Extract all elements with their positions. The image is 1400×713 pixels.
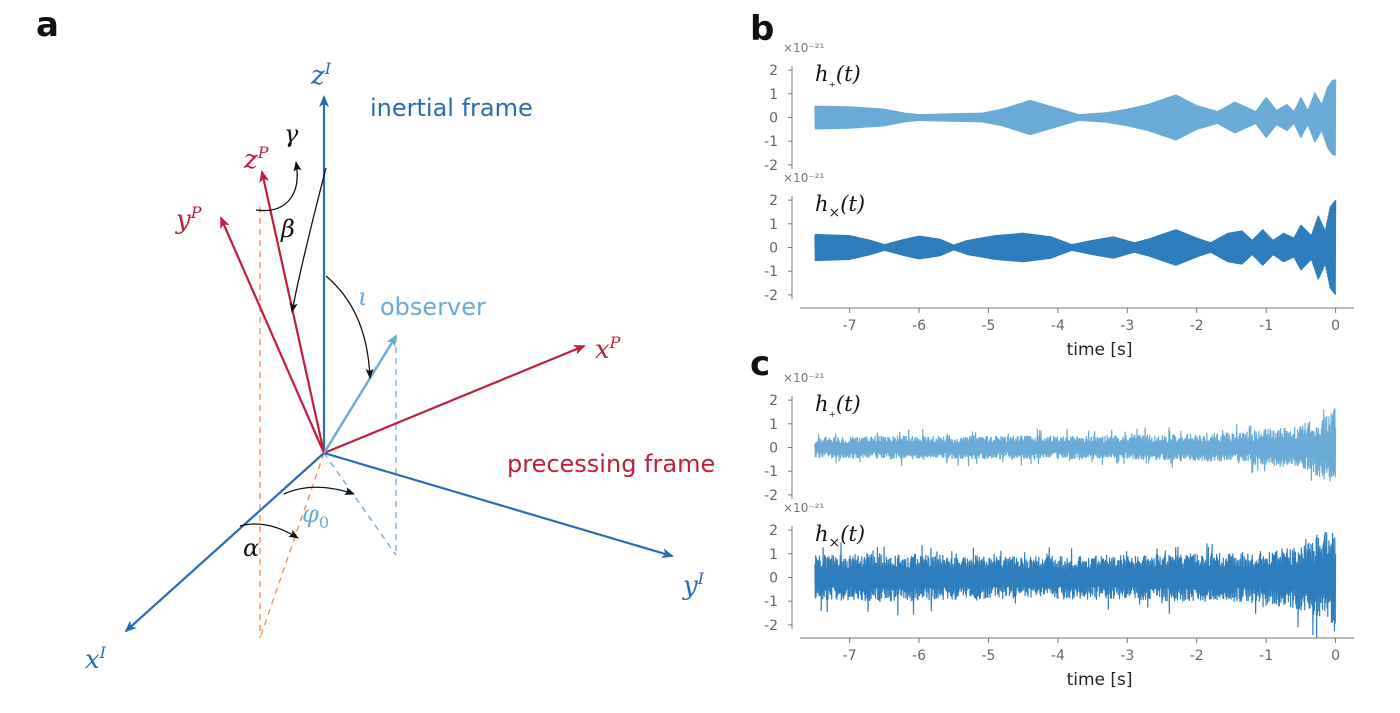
yP-label: yP xyxy=(175,203,202,235)
waveform-series-h-plus xyxy=(814,408,1337,482)
y-scale-exponent: ×10⁻²¹ xyxy=(783,371,824,385)
iota-arc xyxy=(325,275,374,379)
x-tick-label: -2 xyxy=(1190,318,1204,334)
y-tick-label: 2 xyxy=(769,193,778,209)
y-tick-label: 1 xyxy=(769,217,778,233)
x-tick-label: -5 xyxy=(982,648,996,664)
x-tick-label: -5 xyxy=(982,318,996,334)
y-tick-label: 1 xyxy=(769,417,778,433)
inertial-axes xyxy=(124,95,674,633)
y-tick-label: -2 xyxy=(764,618,778,634)
x-tick-label: -2 xyxy=(1190,648,1204,664)
y-tick-label: -1 xyxy=(764,594,778,610)
x-tick-label: 0 xyxy=(1331,648,1340,664)
phi0-arc xyxy=(283,486,355,495)
panel-label-b: b xyxy=(750,9,774,49)
waveform-series-h-cross xyxy=(814,532,1337,639)
y-tick-label: 1 xyxy=(769,547,778,563)
x-tick-label: -1 xyxy=(1259,648,1273,664)
frame-diagram: a z xyxy=(36,5,715,675)
panel-label-a: a xyxy=(36,5,59,45)
y-scale-exponent: ×10⁻²¹ xyxy=(783,501,824,515)
series-label: h×(t) xyxy=(815,522,865,551)
x-tick-label: -3 xyxy=(1120,648,1134,664)
x-axis-title: time [s] xyxy=(1067,340,1133,360)
observer-ground-projection-line xyxy=(323,452,397,556)
y-tick-label: 0 xyxy=(769,241,778,257)
series-label: h₊(t) xyxy=(815,392,861,421)
chart-b: 2 1 0 -1 -2 ×10⁻²¹ h₊(t) 2 1 0 -1 -2 ×10⁻²¹ h×(t) -7 -6… xyxy=(764,41,1354,360)
y-tick-label: 0 xyxy=(769,111,778,127)
x-axis-title: time [s] xyxy=(1067,670,1133,690)
x-tick-label: -7 xyxy=(843,318,857,334)
angle-labels: γ β ι φ0 α xyxy=(243,120,367,562)
inertial-frame-caption: inertial frame xyxy=(370,94,533,122)
precessing-frame-caption: precessing frame xyxy=(507,450,715,478)
panel-c-waveforms: c 2 1 0 -1 -2 ×10⁻²¹ h₊(t) 2 1 0 -1 -2 ×10⁻²¹ h×(t) -7… xyxy=(750,344,1354,690)
x-tick-label: -6 xyxy=(912,648,926,664)
y-tick-label: -2 xyxy=(764,288,778,304)
series-label: h×(t) xyxy=(815,192,865,221)
x-tick-label: -7 xyxy=(843,648,857,664)
gamma-label: γ xyxy=(284,120,299,148)
x-tick-label: -4 xyxy=(1051,648,1065,664)
iota-label: ι xyxy=(358,283,367,311)
y-tick-label: 2 xyxy=(769,523,778,539)
beta-label: β xyxy=(280,215,295,243)
y-tick-label: -1 xyxy=(764,134,778,150)
y-tick-label: -2 xyxy=(764,158,778,174)
y-tick-label: 0 xyxy=(769,441,778,457)
y-tick-label: 0 xyxy=(769,571,778,587)
x-tick-label: -6 xyxy=(912,318,926,334)
x-tick-label: -4 xyxy=(1051,318,1065,334)
y-scale-exponent: ×10⁻²¹ xyxy=(783,41,824,55)
y-tick-label: -2 xyxy=(764,488,778,504)
panel-b-waveforms: b 2 1 0 -1 -2 ×10⁻²¹ h₊(t) 2 1 0 -1 -2 ×10⁻²¹ h×(t) -7… xyxy=(750,9,1354,360)
y-tick-label: 2 xyxy=(769,393,778,409)
alpha-arc xyxy=(239,523,299,539)
y-tick-label: 2 xyxy=(769,63,778,79)
waveform-series-h-plus xyxy=(814,79,1337,156)
xI-label: xI xyxy=(85,643,107,675)
observer-direction-arrow xyxy=(322,334,398,454)
zP-label: zP xyxy=(243,143,269,175)
axis-labels: zI xI yI zP yP xP xyxy=(85,59,705,675)
x-tick-label: -3 xyxy=(1120,318,1134,334)
alpha-label: α xyxy=(243,534,259,562)
y-tick-label: -1 xyxy=(764,264,778,280)
phi0-label: φ0 xyxy=(302,500,329,532)
y-scale-exponent: ×10⁻²¹ xyxy=(783,171,824,185)
waveform-series-h-cross xyxy=(814,200,1337,296)
zI-label: zI xyxy=(310,59,332,91)
observer-caption: observer xyxy=(380,293,486,321)
gamma-arc xyxy=(255,161,302,212)
xP-axis xyxy=(323,344,586,455)
x-tick-label: 0 xyxy=(1331,318,1340,334)
y-tick-label: -1 xyxy=(764,464,778,480)
angle-arcs xyxy=(239,161,374,539)
projection-lines xyxy=(259,207,397,639)
panel-label-c: c xyxy=(750,344,770,384)
series-label: h₊(t) xyxy=(815,62,861,91)
beta-arc xyxy=(289,167,327,313)
xP-label: xP xyxy=(595,333,621,365)
yI-axis xyxy=(323,451,674,558)
y-tick-label: 1 xyxy=(769,87,778,103)
yP-axis xyxy=(219,216,326,454)
x-tick-label: -1 xyxy=(1259,318,1273,334)
xI-axis xyxy=(124,452,325,633)
yI-label: yI xyxy=(682,569,705,601)
chart-c: 2 1 0 -1 -2 ×10⁻²¹ h₊(t) 2 1 0 -1 -2 ×10⁻²¹ h×(t) -7 -6… xyxy=(764,371,1354,690)
